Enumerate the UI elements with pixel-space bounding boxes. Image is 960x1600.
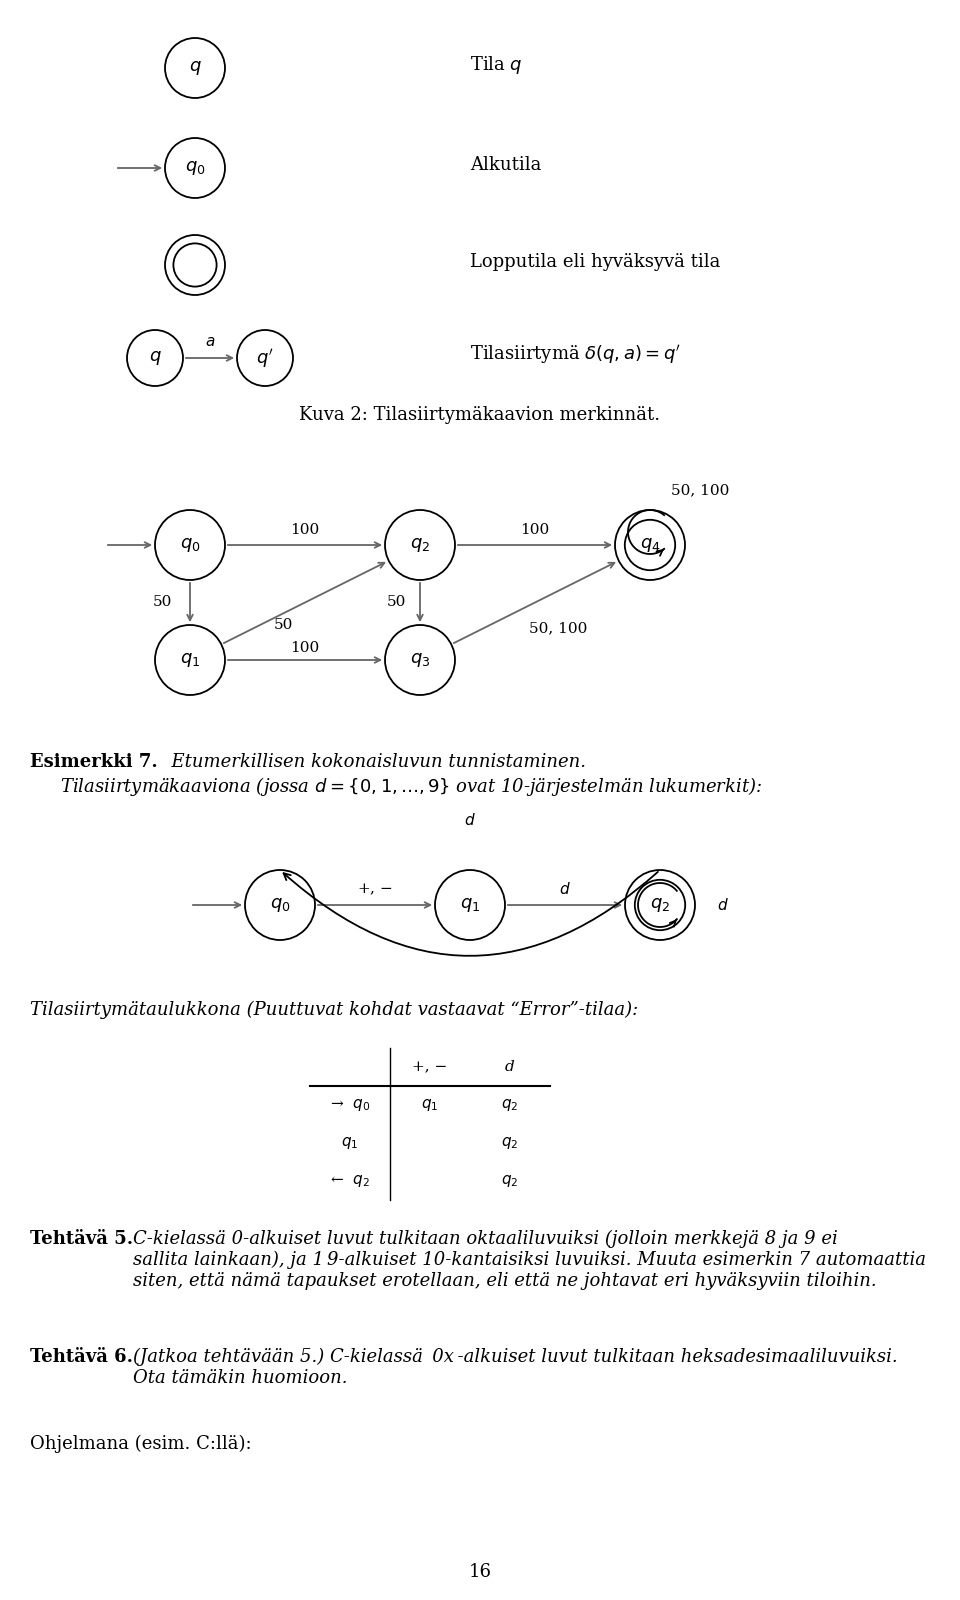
Text: +, $-$: +, $-$ [357, 882, 393, 896]
Text: $q_1$: $q_1$ [180, 651, 200, 669]
Text: $q_0$: $q_0$ [180, 536, 201, 554]
Text: Kuva 2: Tilasiirtymäkaavion merkinnät.: Kuva 2: Tilasiirtymäkaavion merkinnät. [300, 406, 660, 424]
Text: 50: 50 [153, 595, 172, 610]
Text: $q_0$: $q_0$ [270, 896, 290, 914]
Text: $q'$: $q'$ [256, 347, 274, 370]
Text: Tilasiirtymätaulukkona (Puuttuvat kohdat vastaavat “Error”-tilaa):: Tilasiirtymätaulukkona (Puuttuvat kohdat… [30, 1002, 638, 1019]
Text: Esimerkki 7.: Esimerkki 7. [30, 754, 157, 771]
Text: $q_0$: $q_0$ [184, 158, 205, 178]
Text: $q_1$: $q_1$ [460, 896, 480, 914]
Text: $q_3$: $q_3$ [410, 651, 430, 669]
Text: ←  $q_2$: ← $q_2$ [330, 1173, 370, 1189]
Text: $d$: $d$ [717, 898, 729, 914]
Text: 16: 16 [468, 1563, 492, 1581]
Text: $q_2$: $q_2$ [501, 1134, 518, 1150]
Text: 50: 50 [274, 618, 293, 632]
Text: Tehtävä 6.: Tehtävä 6. [30, 1347, 133, 1366]
Text: Tila $q$: Tila $q$ [470, 54, 523, 75]
Text: C-kielassä 0-alkuiset luvut tulkitaan oktaaliluvuiksi (jolloin merkkejä 8 ja 9 e: C-kielassä 0-alkuiset luvut tulkitaan ok… [133, 1230, 926, 1290]
Text: Tehtävä 5.: Tehtävä 5. [30, 1230, 133, 1248]
Text: $q_1$: $q_1$ [421, 1098, 439, 1114]
Text: 100: 100 [290, 523, 320, 538]
Text: Lopputila eli hyväksyvä tila: Lopputila eli hyväksyvä tila [470, 253, 720, 270]
Text: $q_1$: $q_1$ [342, 1134, 359, 1150]
Text: Alkutila: Alkutila [470, 157, 541, 174]
Text: $d$: $d$ [464, 813, 476, 829]
Text: Tilasiirtymäkaaviona (jossa $d = \{0, 1, \ldots, 9\}$ ovat 10-järjestelmän lukum: Tilasiirtymäkaaviona (jossa $d = \{0, 1,… [60, 776, 762, 798]
Text: $q_4$: $q_4$ [639, 536, 660, 554]
Text: →  $q_0$: → $q_0$ [330, 1098, 371, 1114]
Text: 50, 100: 50, 100 [529, 621, 588, 635]
Text: $q_2$: $q_2$ [650, 896, 670, 914]
Text: $d$: $d$ [559, 882, 571, 898]
Text: 100: 100 [290, 642, 320, 654]
Text: 50, 100: 50, 100 [671, 483, 730, 498]
Text: $q_2$: $q_2$ [410, 536, 430, 554]
Text: 100: 100 [520, 523, 550, 538]
Text: $q$: $q$ [188, 59, 202, 77]
Text: 50: 50 [386, 595, 406, 610]
Text: Ohjelmana (esim. C:llä):: Ohjelmana (esim. C:llä): [30, 1435, 252, 1453]
Text: $q_2$: $q_2$ [501, 1173, 518, 1189]
Text: $q$: $q$ [149, 349, 161, 366]
Text: +, −: +, − [413, 1059, 447, 1074]
Text: Tilasiirtymä $\delta(q, a) = q'$: Tilasiirtymä $\delta(q, a) = q'$ [470, 344, 681, 366]
Text: Etumerkillisen kokonaisluvun tunnistaminen.: Etumerkillisen kokonaisluvun tunnistamin… [160, 754, 586, 771]
Text: $q_2$: $q_2$ [501, 1098, 518, 1114]
Text: $a$: $a$ [204, 334, 215, 349]
Text: d: d [505, 1059, 515, 1074]
Text: (Jatkoa tehtävään 5.) C-kielassä  0x -alkuiset luvut tulkitaan heksadesimaaliluv: (Jatkoa tehtävään 5.) C-kielassä 0x -alk… [133, 1347, 898, 1387]
FancyArrowPatch shape [283, 872, 658, 955]
